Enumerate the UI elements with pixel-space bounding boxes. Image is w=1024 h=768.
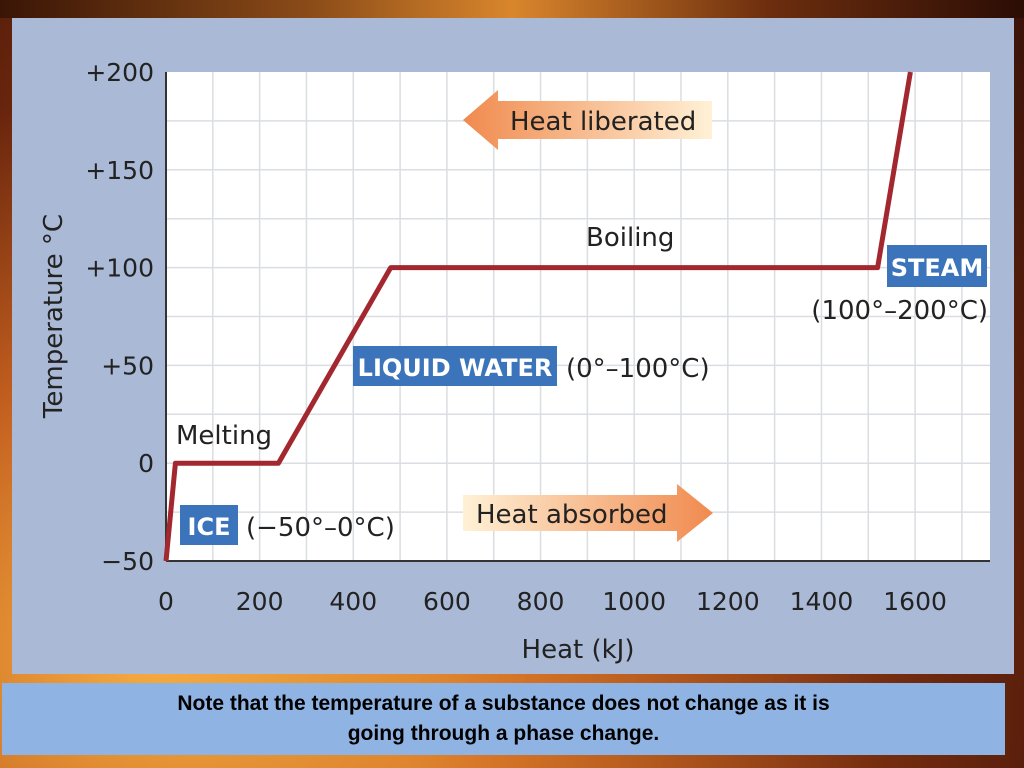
y-tick-label: −50 (101, 547, 154, 576)
x-tick-label: 0 (158, 587, 174, 616)
axes (165, 72, 990, 562)
x-tick-label: 400 (329, 587, 377, 616)
tick-labels: 0 200 400 600 800 1000 1200 1400 1600−500+50+100… (85, 58, 947, 616)
steam-box: STEAM (887, 245, 987, 287)
x-tick-label: 1200 (696, 587, 760, 616)
liquid-water-box: LIQUID WATER (353, 346, 557, 386)
y-tick-label: +100 (85, 254, 154, 283)
y-axis-title: Temperature °C (39, 214, 69, 419)
heat-liberated-label: Heat liberated (510, 107, 696, 137)
y-tick-label: +50 (101, 351, 154, 380)
heat-liberated-arrow: Heat liberated (463, 90, 712, 150)
melting-label: Melting (176, 421, 272, 451)
y-tick-label: +200 (85, 58, 154, 87)
liquid-water-label: LIQUID WATER (358, 354, 553, 382)
heat-absorbed-label: Heat absorbed (476, 500, 668, 530)
ice-label: ICE (188, 513, 231, 541)
temperature-curve (163, 71, 913, 562)
ice-box: ICE (180, 505, 238, 545)
steam-range: (100°–200°C) (811, 296, 988, 326)
x-tick-label: 600 (423, 587, 471, 616)
x-axis-title: Heat (kJ) (522, 635, 635, 665)
y-tick-label: +150 (85, 156, 154, 185)
caption-note: Note that the temperature of a substance… (2, 683, 1005, 755)
x-tick-label: 1600 (883, 587, 947, 616)
x-tick-label: 800 (517, 587, 565, 616)
x-tick-label: 1400 (790, 587, 854, 616)
note-line-2: going through a phase change. (347, 722, 660, 745)
ice-range: (−50°–0°C) (246, 513, 395, 543)
x-tick-label: 1000 (602, 587, 666, 616)
y-tick-label: 0 (138, 449, 154, 478)
boiling-label: Boiling (586, 223, 674, 253)
background-flames (0, 0, 1024, 18)
steam-label: STEAM (891, 254, 984, 282)
liquid-water-range: (0°–100°C) (566, 354, 710, 384)
heat-absorbed-arrow: Heat absorbed (463, 484, 713, 542)
note-line-1: Note that the temperature of a substance… (177, 692, 830, 715)
x-tick-label: 200 (236, 587, 284, 616)
